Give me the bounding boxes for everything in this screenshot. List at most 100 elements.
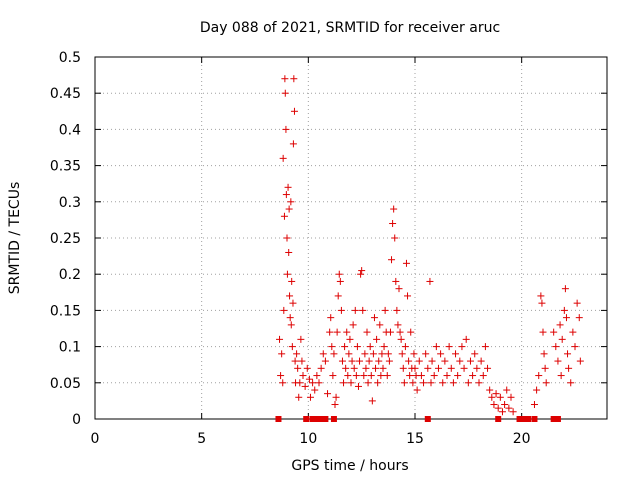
data-point-square — [318, 416, 325, 422]
data-point — [370, 314, 378, 322]
data-point — [437, 350, 445, 358]
data-point — [484, 364, 492, 372]
data-point — [552, 343, 560, 351]
data-point — [410, 350, 418, 358]
data-point — [369, 350, 377, 358]
data-point — [481, 343, 489, 351]
data-point — [374, 379, 382, 387]
y-tick-label: 0.1 — [59, 340, 81, 356]
data-point — [402, 259, 410, 267]
data-point — [341, 343, 349, 351]
data-point — [333, 328, 341, 336]
data-point — [460, 364, 468, 372]
data-point — [492, 390, 500, 398]
data-point — [291, 357, 299, 365]
data-point — [348, 357, 356, 365]
data-point-square — [495, 416, 502, 422]
data-point-square — [313, 416, 320, 422]
data-point — [301, 382, 309, 390]
data-point — [285, 205, 293, 213]
data-point — [537, 292, 545, 300]
data-point — [332, 393, 340, 401]
data-point — [282, 191, 290, 199]
data-point-square — [525, 416, 532, 422]
data-point — [360, 372, 368, 380]
data-point — [336, 277, 344, 285]
data-point — [337, 306, 345, 314]
x-tick-label: 0 — [91, 431, 100, 447]
data-point — [407, 328, 415, 336]
data-point — [507, 393, 515, 401]
data-point-square — [516, 416, 523, 422]
x-tick-label: 10 — [299, 431, 317, 447]
data-point — [554, 357, 562, 365]
data-point — [558, 335, 566, 343]
data-point — [289, 299, 297, 307]
data-point — [447, 364, 455, 372]
data-point — [503, 386, 511, 394]
data-point — [550, 328, 558, 336]
data-point — [358, 267, 366, 275]
data-point — [530, 401, 538, 409]
data-point — [373, 335, 381, 343]
data-point — [396, 328, 404, 336]
data-point — [379, 364, 387, 372]
data-point — [343, 328, 351, 336]
data-point-square — [550, 416, 557, 422]
data-points — [275, 75, 584, 422]
data-point — [488, 393, 496, 401]
data-point — [389, 220, 397, 228]
data-point — [564, 350, 572, 358]
data-point — [326, 328, 334, 336]
data-point — [285, 248, 293, 256]
data-point — [561, 285, 569, 293]
data-point — [340, 379, 348, 387]
data-point — [294, 364, 302, 372]
data-point — [350, 364, 358, 372]
data-point — [345, 350, 353, 358]
data-point — [279, 379, 287, 387]
data-point — [392, 277, 400, 285]
data-point — [367, 372, 375, 380]
data-point — [278, 350, 286, 358]
x-axis: 0 5 10 15 20 — [91, 57, 531, 447]
data-point — [540, 350, 548, 358]
data-point — [330, 350, 338, 358]
data-point — [297, 335, 305, 343]
data-point — [309, 379, 317, 387]
data-point — [398, 350, 406, 358]
data-point — [400, 379, 408, 387]
data-point — [366, 343, 374, 351]
data-point — [426, 277, 434, 285]
data-point — [560, 306, 568, 314]
data-point — [533, 386, 541, 394]
y-tick-label: 0.25 — [50, 231, 81, 247]
data-point — [535, 372, 543, 380]
data-point — [430, 372, 438, 380]
data-point — [557, 372, 565, 380]
data-point-square — [554, 416, 561, 422]
data-point — [381, 306, 389, 314]
data-point — [313, 372, 321, 380]
data-point — [363, 328, 371, 336]
data-point — [349, 321, 357, 329]
data-point — [319, 350, 327, 358]
data-point — [383, 372, 391, 380]
data-point — [479, 372, 487, 380]
data-point — [311, 386, 319, 394]
y-tick-label: 0.2 — [59, 267, 81, 283]
data-point — [399, 364, 407, 372]
data-point — [359, 306, 367, 314]
data-point — [452, 350, 460, 358]
data-point — [395, 285, 403, 293]
data-point — [397, 335, 405, 343]
data-point — [505, 404, 513, 412]
data-point — [434, 364, 442, 372]
data-point — [384, 350, 392, 358]
data-point — [338, 357, 346, 365]
data-point — [385, 357, 393, 365]
data-point — [509, 408, 517, 416]
data-point — [281, 89, 289, 97]
data-point — [496, 393, 504, 401]
